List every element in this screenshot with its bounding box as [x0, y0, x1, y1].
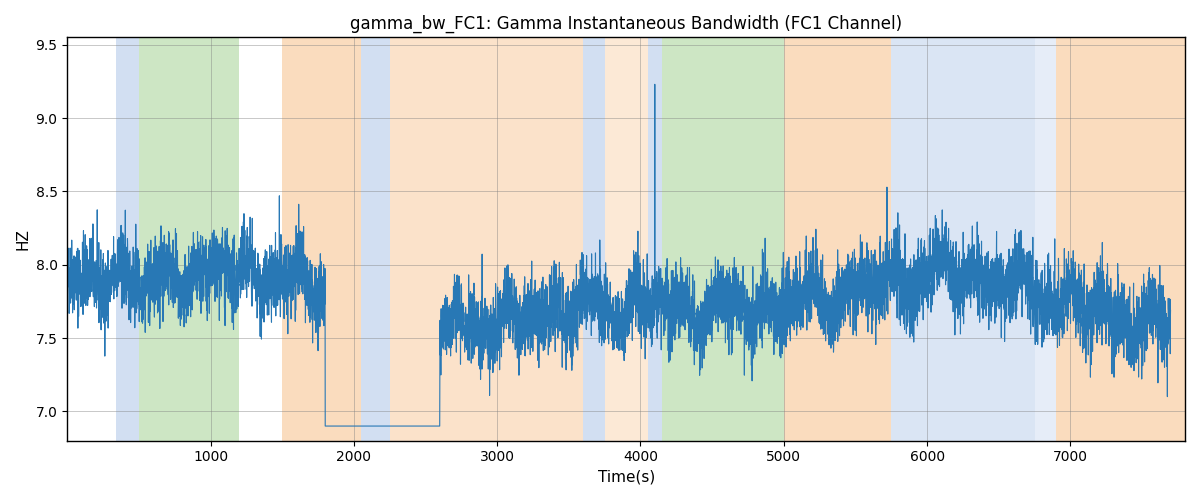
- Bar: [784, 38, 892, 440]
- Bar: [648, 38, 662, 440]
- Bar: [1034, 38, 1056, 440]
- Bar: [892, 38, 1034, 440]
- Bar: [116, 38, 139, 440]
- Bar: [361, 38, 390, 440]
- X-axis label: Time(s): Time(s): [598, 470, 655, 485]
- Bar: [139, 38, 239, 440]
- Bar: [662, 38, 784, 440]
- Title: gamma_bw_FC1: Gamma Instantaneous Bandwidth (FC1 Channel): gamma_bw_FC1: Gamma Instantaneous Bandwi…: [350, 15, 902, 34]
- Bar: [583, 38, 605, 440]
- Bar: [390, 38, 583, 440]
- Y-axis label: HZ: HZ: [16, 228, 30, 250]
- Bar: [1056, 38, 1186, 440]
- Bar: [282, 38, 361, 440]
- Bar: [605, 38, 648, 440]
